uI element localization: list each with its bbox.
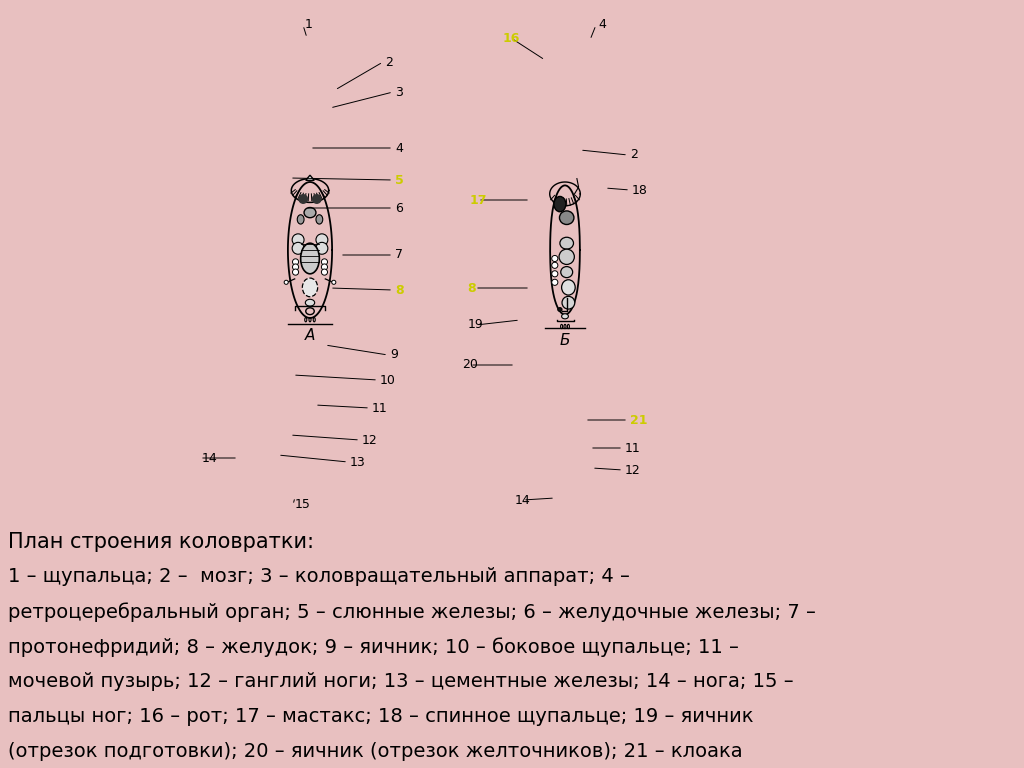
Ellipse shape bbox=[297, 215, 304, 224]
Ellipse shape bbox=[561, 314, 568, 319]
Circle shape bbox=[552, 280, 558, 286]
Text: 18: 18 bbox=[632, 184, 648, 197]
Text: 4: 4 bbox=[395, 141, 402, 154]
Text: 20: 20 bbox=[462, 359, 478, 372]
Ellipse shape bbox=[562, 296, 574, 309]
Circle shape bbox=[293, 269, 299, 275]
Text: План строения коловратки:: План строения коловратки: bbox=[8, 532, 314, 552]
Text: 19: 19 bbox=[468, 319, 483, 332]
Circle shape bbox=[322, 264, 328, 270]
Text: 1 – щупальца; 2 –  мозг; 3 – коловращательный аппарат; 4 –: 1 – щупальца; 2 – мозг; 3 – коловращател… bbox=[8, 567, 630, 586]
Text: 8: 8 bbox=[395, 283, 403, 296]
Text: протонефридий; 8 – желудок; 9 – яичник; 10 – боковое щупальце; 11 –: протонефридий; 8 – желудок; 9 – яичник; … bbox=[8, 637, 739, 657]
Text: 13: 13 bbox=[350, 455, 366, 468]
Text: 4: 4 bbox=[598, 18, 606, 31]
Circle shape bbox=[332, 280, 336, 284]
Text: 3: 3 bbox=[395, 85, 402, 98]
Circle shape bbox=[293, 264, 299, 270]
Text: 12: 12 bbox=[625, 464, 641, 476]
Text: пальцы ног; 16 – рот; 17 – мастакс; 18 – спинное щупальце; 19 – яичник: пальцы ног; 16 – рот; 17 – мастакс; 18 –… bbox=[8, 707, 754, 726]
Text: мочевой пузырь; 12 – ганглий ноги; 13 – цементные железы; 14 – нога; 15 –: мочевой пузырь; 12 – ганглий ноги; 13 – … bbox=[8, 672, 794, 691]
Text: 6: 6 bbox=[395, 201, 402, 214]
Ellipse shape bbox=[301, 243, 319, 274]
Text: 15: 15 bbox=[295, 498, 311, 511]
Text: 21: 21 bbox=[630, 413, 647, 426]
Text: 10: 10 bbox=[380, 373, 396, 386]
Ellipse shape bbox=[304, 207, 316, 217]
Ellipse shape bbox=[305, 300, 314, 306]
Ellipse shape bbox=[316, 215, 323, 224]
Circle shape bbox=[284, 280, 288, 284]
Text: 2: 2 bbox=[385, 55, 393, 68]
Text: 16: 16 bbox=[503, 31, 520, 45]
Text: А: А bbox=[305, 328, 315, 343]
Ellipse shape bbox=[561, 266, 572, 277]
Text: 5: 5 bbox=[395, 174, 403, 187]
Ellipse shape bbox=[560, 237, 573, 249]
Circle shape bbox=[312, 195, 322, 204]
Text: 7: 7 bbox=[395, 249, 403, 261]
Circle shape bbox=[292, 233, 304, 246]
Circle shape bbox=[293, 259, 299, 265]
Text: 1: 1 bbox=[305, 18, 313, 31]
Circle shape bbox=[552, 271, 558, 276]
Ellipse shape bbox=[302, 278, 317, 296]
Text: 8: 8 bbox=[467, 282, 475, 294]
Text: 9: 9 bbox=[390, 349, 398, 362]
Ellipse shape bbox=[558, 308, 562, 311]
Text: 12: 12 bbox=[362, 433, 378, 446]
Text: 14: 14 bbox=[515, 494, 530, 507]
Text: (отрезок подготовки); 20 – яичник (отрезок желточников); 21 – клоака: (отрезок подготовки); 20 – яичник (отрез… bbox=[8, 742, 742, 761]
Text: 17: 17 bbox=[470, 194, 487, 207]
Circle shape bbox=[316, 243, 328, 254]
Circle shape bbox=[322, 259, 328, 265]
Polygon shape bbox=[306, 175, 314, 180]
Ellipse shape bbox=[554, 197, 566, 212]
Circle shape bbox=[299, 195, 307, 204]
Text: 14: 14 bbox=[202, 452, 218, 465]
Circle shape bbox=[292, 243, 304, 254]
Circle shape bbox=[552, 256, 558, 262]
Text: ретроцеребральный орган; 5 – слюнные железы; 6 – желудочные железы; 7 –: ретроцеребральный орган; 5 – слюнные жел… bbox=[8, 602, 816, 621]
Text: 2: 2 bbox=[630, 148, 638, 161]
Text: Б: Б bbox=[560, 333, 570, 349]
Text: 11: 11 bbox=[372, 402, 388, 415]
Circle shape bbox=[322, 269, 328, 275]
Circle shape bbox=[316, 233, 328, 246]
Ellipse shape bbox=[561, 280, 575, 295]
Ellipse shape bbox=[559, 249, 574, 264]
Text: 11: 11 bbox=[625, 442, 641, 455]
Circle shape bbox=[552, 262, 558, 268]
Ellipse shape bbox=[559, 211, 573, 224]
